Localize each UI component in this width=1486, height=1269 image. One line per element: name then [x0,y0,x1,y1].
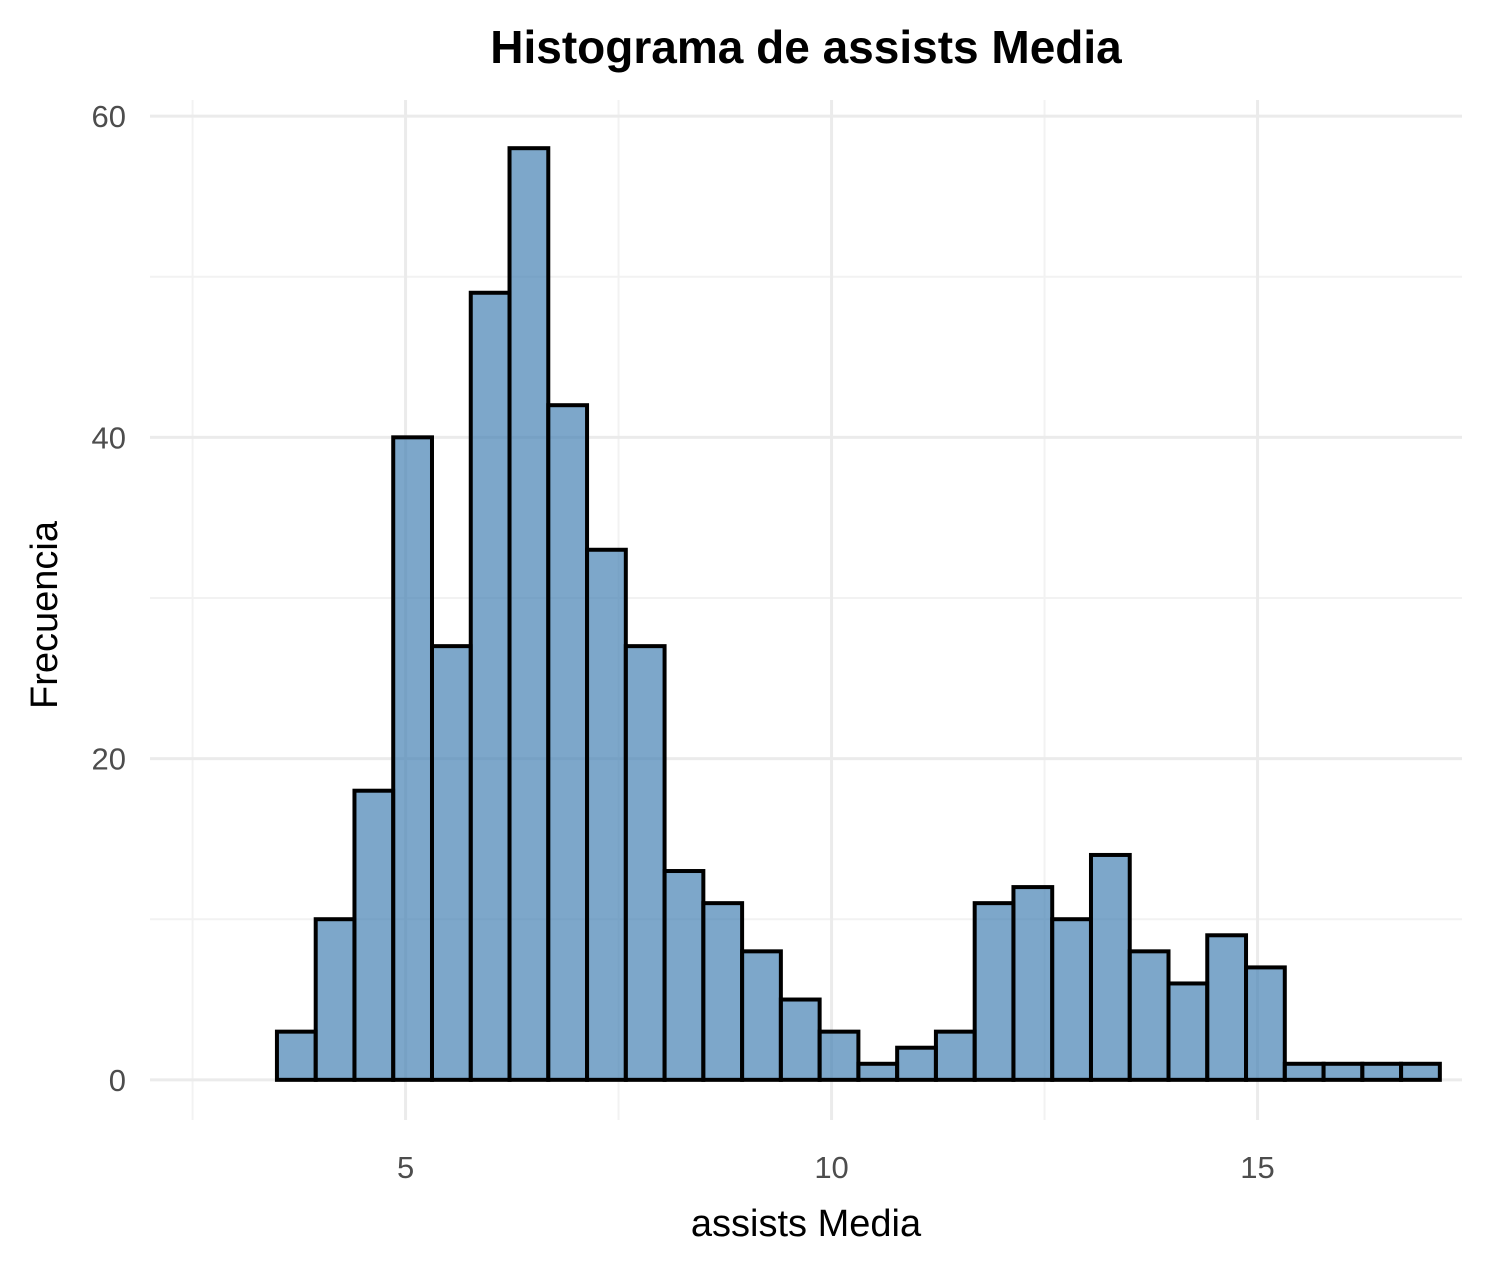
x-axis-title: assists Media [691,1203,922,1245]
histogram-bar [1282,1061,1326,1082]
histogram-bars [274,146,1442,1082]
histogram-bar [662,869,706,1082]
x-axis-ticks: 5 10 15 [397,1150,1275,1185]
histogram-bar [972,901,1016,1082]
x-tick-label: 5 [397,1150,414,1185]
histogram-bar [391,435,434,1082]
histogram-bar [1399,1061,1442,1082]
x-tick-label: 15 [1240,1150,1274,1185]
histogram-bar [1127,949,1171,1082]
histogram-bar [468,290,512,1082]
histogram-bar [895,1045,938,1082]
histogram-bar [623,644,667,1082]
histogram-bar [817,1029,861,1082]
y-tick-label: 60 [92,99,126,134]
histogram-bar [352,788,396,1082]
histogram-bar [1360,1061,1404,1082]
histogram-bar [1166,981,1210,1082]
histogram-bar [1050,917,1093,1082]
chart-title: Histograma de assists Media [490,21,1122,73]
y-tick-label: 0 [109,1063,126,1098]
x-tick-label: 10 [814,1150,848,1185]
histogram-bar [274,1029,318,1082]
histogram-bar [933,1029,977,1082]
y-axis-title: Frecuencia [24,520,66,709]
histogram-bar [701,901,745,1082]
y-tick-label: 40 [92,420,126,455]
histogram-bar [1321,1061,1365,1082]
y-axis-ticks: 0 20 40 60 [92,99,126,1098]
histogram-bar [778,997,822,1082]
histogram-bar [856,1061,900,1082]
histogram-bar [1011,885,1055,1082]
histogram-bar [740,949,783,1082]
histogram-bar [585,547,628,1082]
histogram-bar [546,403,590,1082]
histogram-bar [1088,852,1132,1082]
histogram-bar [1205,933,1249,1082]
histogram-bar [313,917,357,1082]
y-tick-label: 20 [92,742,126,777]
histogram-bar [1244,965,1287,1082]
histogram-bar [507,146,551,1082]
histogram-bar [429,644,473,1082]
